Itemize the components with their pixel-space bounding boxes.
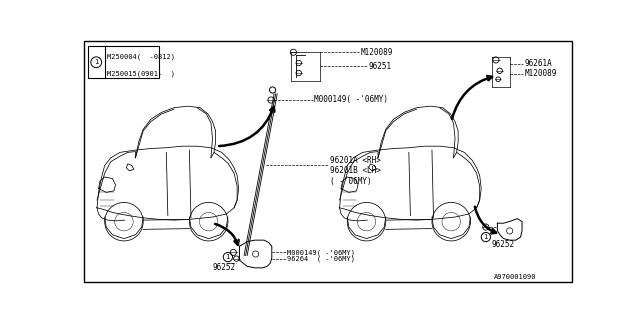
FancyBboxPatch shape (84, 41, 572, 283)
Text: ( -'06MY): ( -'06MY) (330, 177, 371, 186)
Text: 1: 1 (94, 59, 99, 65)
Text: M000149( -'06MY): M000149( -'06MY) (287, 249, 355, 256)
Text: 96264  ( -'06MY): 96264 ( -'06MY) (287, 255, 355, 262)
Text: 96252: 96252 (492, 240, 515, 249)
FancyBboxPatch shape (88, 46, 159, 78)
Text: 1: 1 (484, 234, 488, 240)
Text: 1: 1 (226, 254, 230, 260)
Text: M250015(0901-  ): M250015(0901- ) (107, 71, 175, 77)
Text: M120089: M120089 (360, 48, 393, 57)
Text: 96251: 96251 (368, 62, 391, 71)
Text: M250004(  -0812): M250004( -0812) (107, 54, 175, 60)
Text: 96252: 96252 (212, 263, 236, 272)
Text: M120089: M120089 (524, 69, 557, 78)
Text: A970001090: A970001090 (493, 274, 536, 280)
Text: M000149( -'06MY): M000149( -'06MY) (314, 95, 388, 105)
Text: 96201A <RH>: 96201A <RH> (330, 156, 380, 164)
Text: 96201B <LH>: 96201B <LH> (330, 166, 380, 175)
Text: 96261A: 96261A (524, 59, 552, 68)
